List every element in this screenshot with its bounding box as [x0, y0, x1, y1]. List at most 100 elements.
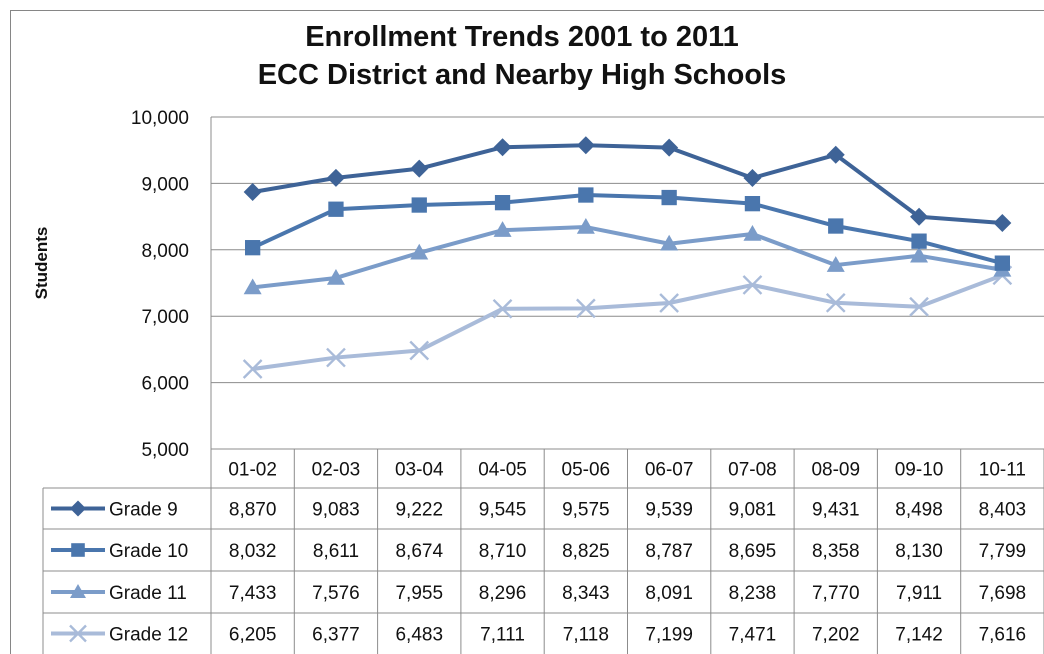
- x-tick-label: 05-06: [562, 460, 611, 481]
- data-point: [825, 292, 846, 313]
- table-value: 9,081: [729, 500, 777, 521]
- data-point: [909, 296, 929, 317]
- data-point: [243, 278, 262, 295]
- x-tick-label: 03-04: [395, 460, 444, 481]
- chart-subtitle: ECC District and Nearby High Schools: [257, 59, 787, 91]
- data-point: [576, 298, 596, 319]
- table-value: 7,111: [480, 625, 525, 646]
- data-point: [409, 340, 430, 361]
- table-value: 9,222: [395, 500, 443, 521]
- legend-marker: [69, 624, 87, 643]
- x-tick-label: 09-10: [895, 460, 944, 481]
- data-point: [245, 240, 261, 256]
- x-tick-label: 02-03: [312, 460, 361, 481]
- legend-marker: [71, 543, 85, 557]
- data-point: [243, 183, 262, 202]
- series-line: [252, 273, 1004, 371]
- data-point: [660, 234, 679, 251]
- series-line: [252, 225, 1003, 290]
- data-point: [661, 189, 677, 206]
- legend-label: Grade 10: [109, 541, 188, 562]
- table-value: 7,955: [395, 583, 443, 604]
- data-point: [993, 214, 1012, 233]
- table-value: 7,142: [895, 625, 943, 646]
- data-point: [242, 359, 263, 379]
- data-point: [994, 255, 1010, 271]
- y-tick-label: 7,000: [141, 307, 189, 328]
- table-value: 7,118: [563, 625, 609, 646]
- data-point: [492, 298, 513, 319]
- data-point: [660, 138, 679, 157]
- table-value: 7,199: [645, 625, 693, 646]
- data-point: [410, 159, 429, 178]
- legend-label: Grade 11: [109, 583, 187, 604]
- data-point: [326, 268, 345, 285]
- data-point: [411, 197, 427, 213]
- data-point: [743, 224, 762, 241]
- table-value: 8,358: [812, 541, 860, 562]
- table-value: 8,825: [562, 541, 610, 562]
- table-value: 8,238: [729, 583, 777, 604]
- data-point: [576, 136, 595, 155]
- table-value: 8,403: [979, 500, 1027, 521]
- data-point: [493, 138, 512, 157]
- table-value: 7,770: [812, 583, 860, 604]
- chart-title: Enrollment Trends 2001 to 2011: [305, 21, 739, 53]
- legend-marker: [70, 584, 86, 598]
- x-tick-label: 04-05: [478, 460, 527, 481]
- data-point: [326, 347, 346, 368]
- data-point: [826, 145, 845, 164]
- table-value: 7,433: [229, 583, 277, 604]
- data-point: [743, 169, 762, 188]
- table-value: 8,674: [395, 541, 443, 562]
- table-value: 7,202: [812, 625, 860, 646]
- table-value: 8,870: [229, 500, 277, 521]
- data-point: [328, 201, 344, 217]
- data-point: [494, 195, 511, 211]
- x-tick-label: 06-07: [645, 460, 694, 481]
- y-tick-label: 6,000: [141, 374, 189, 395]
- table-value: 8,710: [479, 541, 527, 562]
- data-point: [578, 187, 594, 203]
- table-value: 8,498: [895, 500, 943, 521]
- legend-label: Grade 9: [109, 500, 178, 521]
- table-value: 8,130: [895, 541, 943, 562]
- table-value: 6,205: [229, 625, 277, 646]
- table-value: 8,695: [729, 541, 777, 562]
- data-point: [910, 246, 929, 263]
- table-value: 8,091: [645, 583, 693, 604]
- table-value: 7,799: [979, 541, 1027, 562]
- y-tick-label: 8,000: [141, 241, 189, 262]
- data-point: [326, 168, 345, 187]
- table-value: 8,611: [313, 541, 359, 562]
- table-value: 7,911: [896, 583, 942, 604]
- table-value: 8,032: [229, 541, 277, 562]
- data-point: [828, 218, 844, 234]
- data-point: [911, 233, 927, 249]
- table-value: 8,787: [645, 541, 693, 562]
- table-value: 7,471: [729, 625, 777, 646]
- data-point: [910, 207, 929, 226]
- table-value: 7,616: [979, 625, 1027, 646]
- table-value: 6,483: [395, 625, 443, 646]
- chart-title-block: Enrollment Trends 2001 to 2011 ECC Distr…: [0, 18, 1044, 94]
- table-value: 6,377: [312, 625, 360, 646]
- data-point: [744, 196, 761, 212]
- y-tick-label: 5,000: [141, 440, 189, 461]
- legend-label: Grade 12: [109, 625, 188, 646]
- y-tick-label: 10,000: [131, 108, 189, 129]
- table-value: 9,083: [312, 500, 360, 521]
- x-tick-label: 10-11: [979, 460, 1026, 481]
- table-value: 8,296: [479, 583, 527, 604]
- y-tick-label: 9,000: [141, 174, 189, 195]
- series-line: [251, 193, 1003, 266]
- data-point: [576, 218, 595, 234]
- table-value: 8,343: [562, 583, 610, 604]
- data-point: [410, 243, 429, 260]
- x-tick-label: 08-09: [811, 460, 860, 481]
- table-value: 9,431: [812, 500, 860, 521]
- series-line: [252, 143, 1003, 226]
- data-point: [826, 256, 845, 272]
- table-value: 9,575: [562, 500, 610, 521]
- legend-marker: [70, 500, 86, 517]
